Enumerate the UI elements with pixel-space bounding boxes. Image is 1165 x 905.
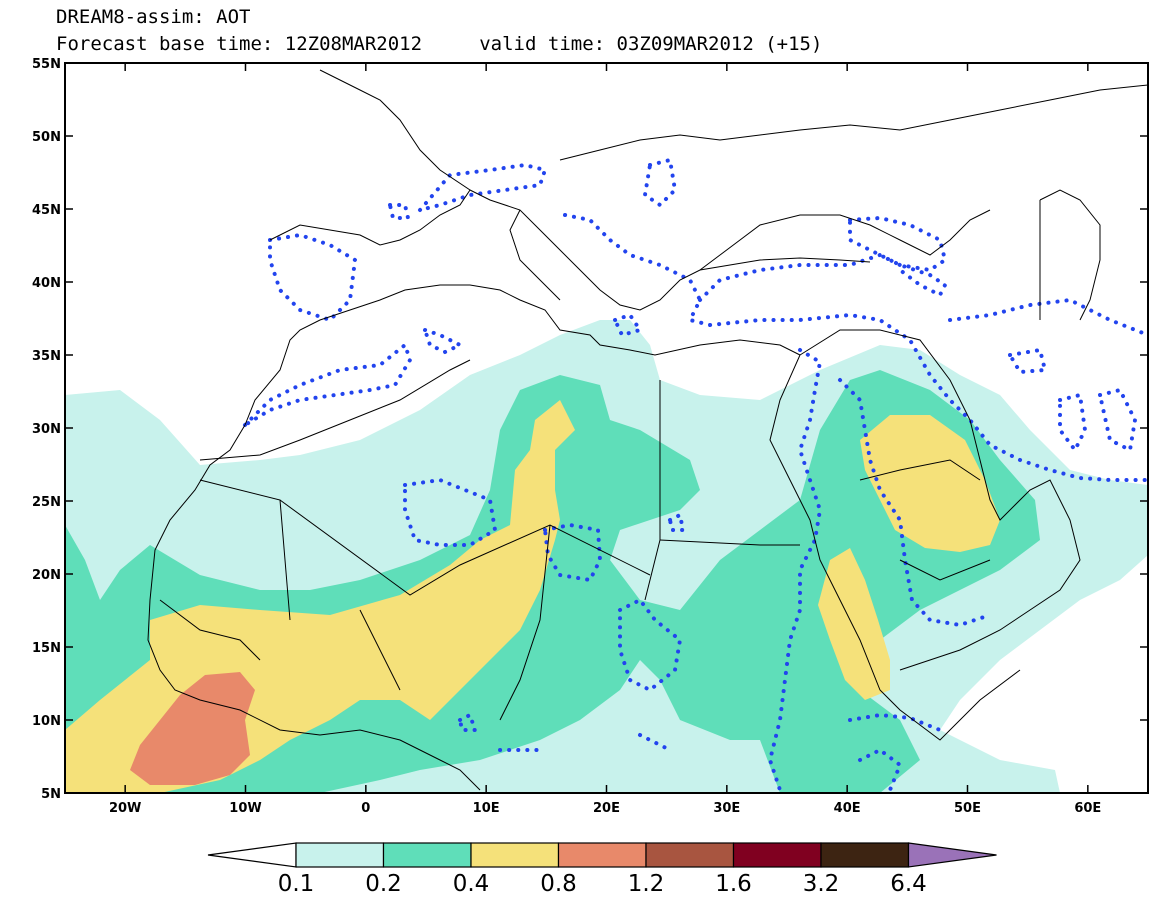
colorbar-bin	[732, 842, 822, 868]
lon-tick-label: 60E	[1074, 801, 1101, 816]
latitude-axis: 55N 50N 45N 40N 35N 30N 25N 20N 15N 10N 5N	[32, 57, 1148, 802]
lat-tick-label: 40N	[32, 276, 61, 291]
colorbar-bin	[557, 842, 647, 868]
aot-field	[65, 69, 1148, 793]
colorbar-over-triangle	[907, 842, 997, 868]
colorbar-label: 3.2	[803, 871, 840, 897]
lon-tick-label: 0	[361, 801, 370, 816]
lat-tick-label: 20N	[32, 568, 61, 583]
colorbar: 0.1 0.2 0.4 0.8 1.2 1.6 3.2 6.4	[207, 842, 997, 897]
lat-tick-label: 35N	[32, 349, 61, 364]
colorbar-bin	[295, 842, 385, 868]
lon-tick-label: 30E	[713, 801, 740, 816]
lon-tick-label: 10W	[229, 801, 261, 816]
colorbar-label: 0.1	[278, 871, 315, 897]
colorbar-bin	[820, 842, 910, 868]
lon-tick-label: 20W	[109, 801, 141, 816]
lat-tick-label: 10N	[32, 714, 61, 729]
lat-tick-label: 30N	[32, 422, 61, 437]
coastlines	[147, 69, 1148, 791]
lon-tick-label: 40E	[834, 801, 861, 816]
colorbar-under-triangle	[207, 842, 297, 868]
lat-tick-label: 15N	[32, 641, 61, 656]
title-line-2: Forecast base time: 12Z08MAR2012 valid t…	[56, 33, 823, 55]
colorbar-bin	[382, 842, 472, 868]
dotted-contours	[243, 157, 1148, 792]
lat-tick-label: 55N	[32, 57, 61, 72]
lat-tick-label: 50N	[32, 130, 61, 145]
colorbar-label: 1.6	[715, 871, 752, 897]
aot-zone-0.8	[130, 672, 255, 785]
colorbar-label: 0.8	[540, 871, 577, 897]
colorbar-bin	[645, 842, 735, 868]
aot-zone-0.4-arabia	[860, 415, 1000, 552]
longitude-axis: 20W 10W 0 10E 20E 30E 40E 50E 60E	[109, 63, 1101, 816]
lat-tick-label: 5N	[41, 787, 61, 802]
lat-tick-label: 25N	[32, 495, 61, 510]
lat-tick-label: 45N	[32, 203, 61, 218]
colorbar-label: 0.4	[453, 871, 490, 897]
colorbar-bin	[470, 842, 560, 868]
colorbar-label: 6.4	[890, 871, 927, 897]
colorbar-label: 0.2	[365, 871, 402, 897]
lon-tick-label: 20E	[593, 801, 620, 816]
lon-tick-label: 50E	[954, 801, 981, 816]
lon-tick-label: 10E	[473, 801, 500, 816]
title-line-1: DREAM8-assim: AOT	[56, 6, 251, 28]
aot-zone-0.4-redsea	[818, 548, 890, 700]
colorbar-label: 1.2	[628, 871, 665, 897]
